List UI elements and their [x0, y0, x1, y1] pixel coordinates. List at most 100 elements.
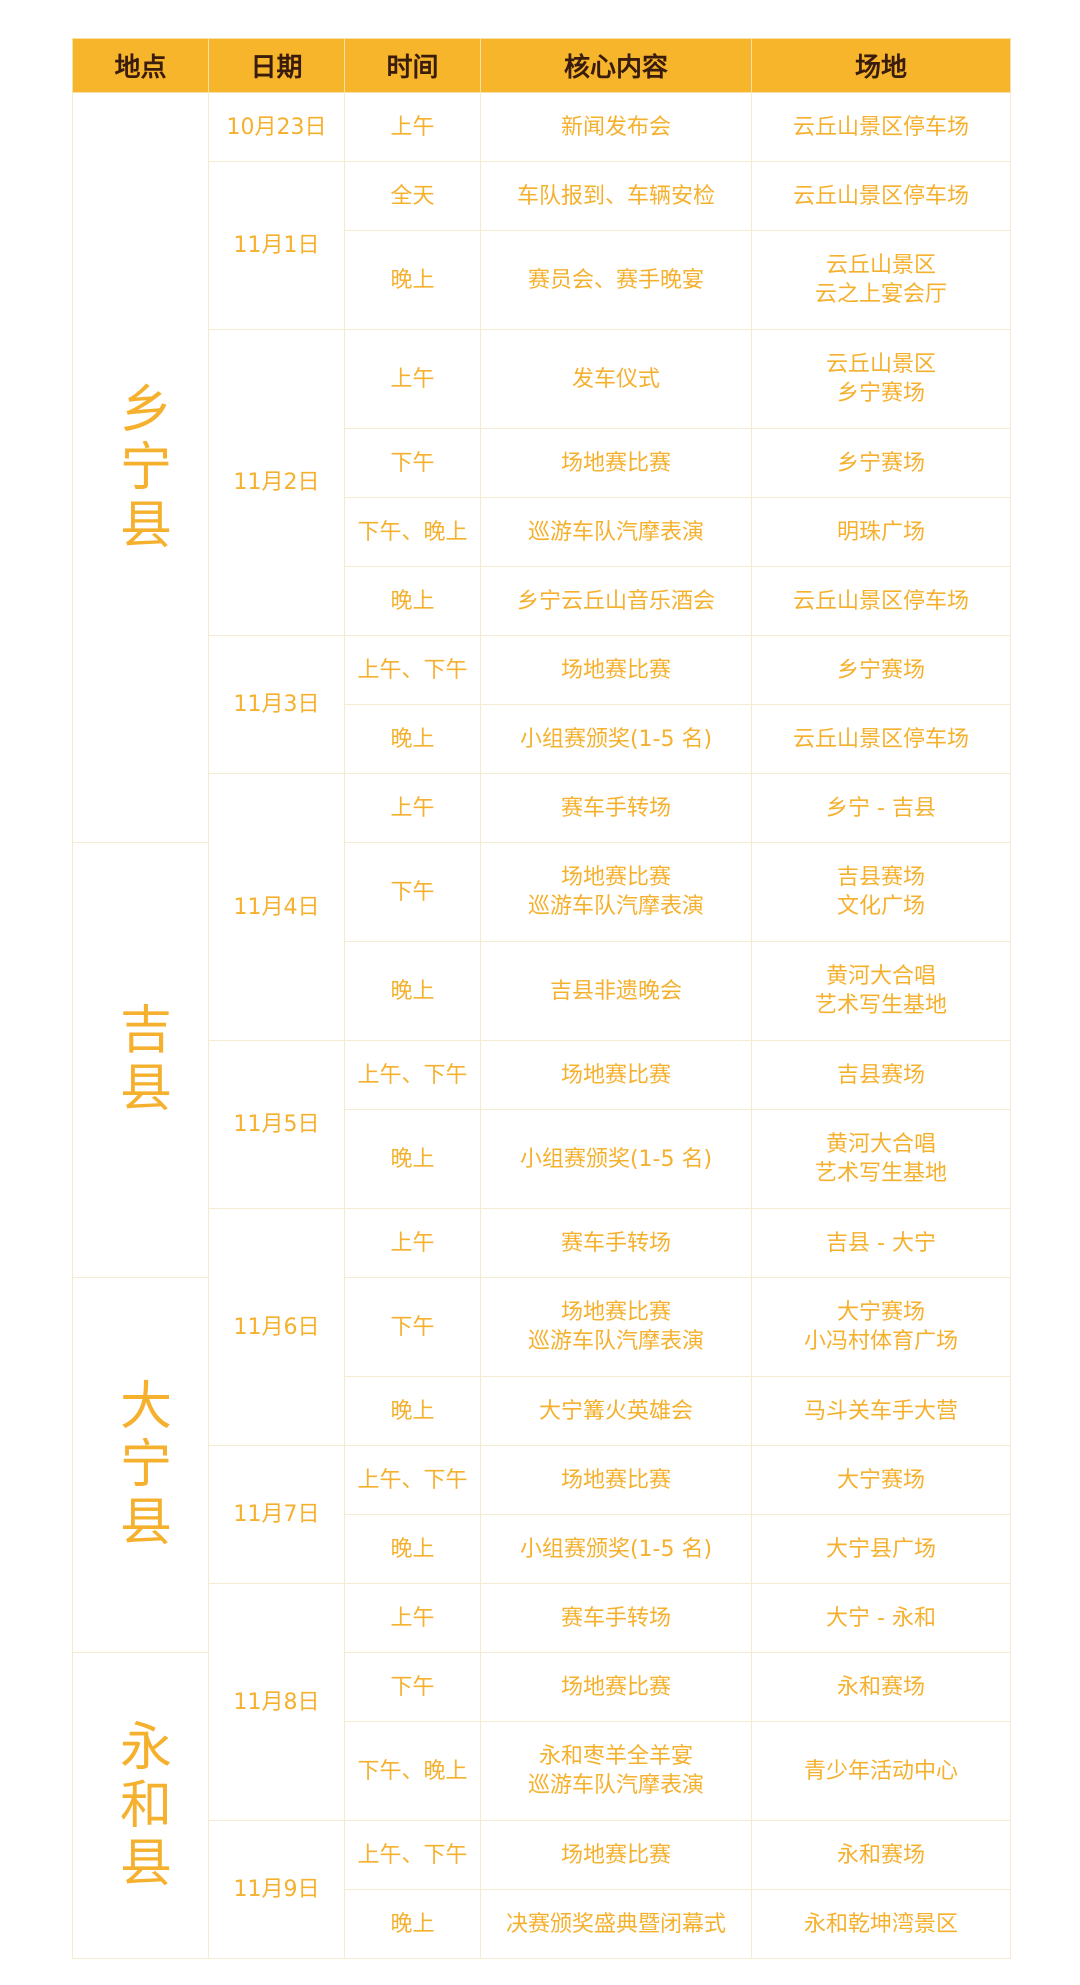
date-cell: 11月3日 — [208, 635, 345, 774]
content-cell: 新闻发布会 — [480, 92, 752, 162]
content-cell: 赛车手转场 — [480, 1583, 752, 1653]
time-cell: 晚上 — [344, 1109, 481, 1209]
venue-cell: 大宁赛场 小冯村体育广场 — [751, 1277, 1011, 1377]
location-cell: 永和县 — [72, 1652, 209, 1959]
venue-cell: 云丘山景区停车场 — [751, 92, 1011, 162]
schedule-table: 地点 日期 时间 核心内容 场地 乡宁县 10月23日 上午 新闻发布会 云丘山景区停车… — [72, 38, 1011, 1959]
table-row: 晚上 吉县非遗晚会 黄河大合唱 艺术写生基地 — [73, 941, 1011, 1041]
date-cell: 11月5日 — [208, 1040, 345, 1209]
table-row: 11月7日 上午、下午 场地赛比赛 大宁赛场 — [73, 1445, 1011, 1584]
date-cell: 11月6日 — [208, 1208, 345, 1446]
time-cell: 晚上 — [344, 1889, 481, 1959]
location-cell: 乡宁县 — [72, 92, 209, 843]
location-label: 大宁县 — [110, 1378, 171, 1552]
time-cell: 下午、晚上 — [344, 1721, 481, 1821]
table-row: 11月1日 全天 车队报到、车辆安检 云丘山景区停车场 — [73, 161, 1011, 330]
time-cell: 上午、下午 — [344, 635, 481, 705]
content-cell: 赛车手转场 — [480, 773, 752, 843]
content-cell: 决赛颁奖盛典暨闭幕式 — [480, 1889, 752, 1959]
venue-cell: 永和赛场 — [751, 1820, 1011, 1890]
time-cell: 上午 — [344, 1583, 481, 1653]
time-cell: 上午 — [344, 1208, 481, 1278]
venue-cell: 吉县赛场 文化广场 — [751, 842, 1011, 942]
header-content: 核心内容 — [480, 38, 752, 93]
content-cell: 赛车手转场 — [480, 1208, 752, 1278]
venue-cell: 云丘山景区停车场 — [751, 566, 1011, 636]
date-cell: 11月9日 — [208, 1820, 345, 1959]
venue-cell: 马斗关车手大营 — [751, 1376, 1011, 1446]
location-label: 永和县 — [110, 1718, 171, 1893]
content-cell: 场地赛比赛 — [480, 1652, 752, 1722]
date-cell: 11月7日 — [208, 1445, 345, 1584]
header-time: 时间 — [344, 38, 481, 93]
table-row: 晚上 小组赛颁奖(1-5 名) 黄河大合唱 艺术写生基地 — [73, 1109, 1011, 1209]
venue-cell: 青少年活动中心 — [751, 1721, 1011, 1821]
table-row: 11月2日 上午 发车仪式 云丘山景区 乡宁赛场 — [73, 329, 1011, 636]
table-row: 11月8日 上午 赛车手转场 大宁 - 永和 — [73, 1583, 1011, 1821]
time-cell: 晚上 — [344, 941, 481, 1041]
date-cell: 11月1日 — [208, 161, 345, 330]
table-row: 11月9日 上午、下午 场地赛比赛 永和赛场 — [73, 1820, 1011, 1959]
venue-cell: 永和乾坤湾景区 — [751, 1889, 1011, 1959]
header-row: 地点 日期 时间 核心内容 场地 — [72, 38, 1011, 93]
content-cell: 大宁篝火英雄会 — [480, 1376, 752, 1446]
header-venue: 场地 — [751, 38, 1011, 93]
venue-cell: 云丘山景区停车场 — [751, 161, 1011, 231]
location-cell: 吉县 — [72, 842, 209, 1278]
content-cell: 场地赛比赛 巡游车队汽摩表演 — [480, 842, 752, 942]
content-cell: 永和枣羊全羊宴 巡游车队汽摩表演 — [480, 1721, 752, 1821]
table-row: 下午 场地赛比赛 乡宁赛场 — [73, 428, 1011, 498]
table-row: 晚上 乡宁云丘山音乐酒会 云丘山景区停车场 — [73, 566, 1011, 636]
table-row: 大宁县 下午 场地赛比赛 巡游车队汽摩表演 大宁赛场 小冯村体育广场 — [72, 1277, 1011, 1653]
time-cell: 晚上 — [344, 230, 481, 330]
table-row: 下午、晚上 巡游车队汽摩表演 明珠广场 — [73, 497, 1011, 567]
content-cell: 场地赛比赛 — [480, 428, 752, 498]
time-cell: 上午、下午 — [344, 1820, 481, 1890]
venue-cell: 云丘山景区 云之上宴会厅 — [751, 230, 1011, 330]
venue-cell: 乡宁 - 吉县 — [751, 773, 1011, 843]
date-cell: 11月4日 — [208, 773, 345, 1041]
table-row: 下午、晚上 永和枣羊全羊宴 巡游车队汽摩表演 青少年活动中心 — [73, 1721, 1011, 1821]
content-cell: 小组赛颁奖(1-5 名) — [480, 704, 752, 774]
date-cell: 11月8日 — [208, 1583, 345, 1821]
location-label: 吉县 — [110, 1002, 171, 1118]
time-cell: 全天 — [344, 161, 481, 231]
table-body: 乡宁县 10月23日 上午 新闻发布会 云丘山景区停车场 11月1日 全天 车队报到、车辆安检… — [72, 92, 1011, 1959]
venue-cell: 明珠广场 — [751, 497, 1011, 567]
content-cell: 场地赛比赛 — [480, 1040, 752, 1110]
time-cell: 晚上 — [344, 566, 481, 636]
table-row: 晚上 赛员会、赛手晚宴 云丘山景区 云之上宴会厅 — [73, 230, 1011, 330]
content-cell: 场地赛比赛 — [480, 635, 752, 705]
venue-cell: 黄河大合唱 艺术写生基地 — [751, 1109, 1011, 1209]
venue-cell: 云丘山景区停车场 — [751, 704, 1011, 774]
content-cell: 吉县非遗晚会 — [480, 941, 752, 1041]
table-row: 永和县 下午 场地赛比赛 永和赛场 — [72, 1652, 1011, 1959]
table-row: 11月5日 上午、下午 场地赛比赛 吉县赛场 — [73, 1040, 1011, 1209]
venue-cell: 黄河大合唱 艺术写生基地 — [751, 941, 1011, 1041]
date-cell: 10月23日 — [208, 92, 345, 162]
time-cell: 上午、下午 — [344, 1040, 481, 1110]
time-cell: 上午、下午 — [344, 1445, 481, 1515]
table-row: 11月3日 上午、下午 场地赛比赛 乡宁赛场 — [73, 635, 1011, 774]
venue-cell: 吉县赛场 — [751, 1040, 1011, 1110]
content-cell: 乡宁云丘山音乐酒会 — [480, 566, 752, 636]
content-cell: 小组赛颁奖(1-5 名) — [480, 1514, 752, 1584]
venue-cell: 永和赛场 — [751, 1652, 1011, 1722]
venue-cell: 吉县 - 大宁 — [751, 1208, 1011, 1278]
venue-cell: 大宁县广场 — [751, 1514, 1011, 1584]
time-cell: 下午 — [344, 1277, 481, 1377]
content-cell: 发车仪式 — [480, 329, 752, 429]
content-cell: 小组赛颁奖(1-5 名) — [480, 1109, 752, 1209]
table-row: 晚上 小组赛颁奖(1-5 名) 云丘山景区停车场 — [73, 704, 1011, 774]
content-cell: 场地赛比赛 巡游车队汽摩表演 — [480, 1277, 752, 1377]
content-cell: 赛员会、赛手晚宴 — [480, 230, 752, 330]
table-row: 晚上 决赛颁奖盛典暨闭幕式 永和乾坤湾景区 — [73, 1889, 1011, 1959]
table-row: 乡宁县 10月23日 上午 新闻发布会 云丘山景区停车场 — [72, 92, 1011, 843]
time-cell: 下午 — [344, 428, 481, 498]
time-cell: 上午 — [344, 773, 481, 843]
content-cell: 场地赛比赛 — [480, 1445, 752, 1515]
venue-cell: 云丘山景区 乡宁赛场 — [751, 329, 1011, 429]
table-row: 吉县 下午 场地赛比赛 巡游车队汽摩表演 吉县赛场 文化广场 — [72, 842, 1011, 1278]
time-cell: 上午 — [344, 329, 481, 429]
location-cell: 大宁县 — [72, 1277, 209, 1653]
